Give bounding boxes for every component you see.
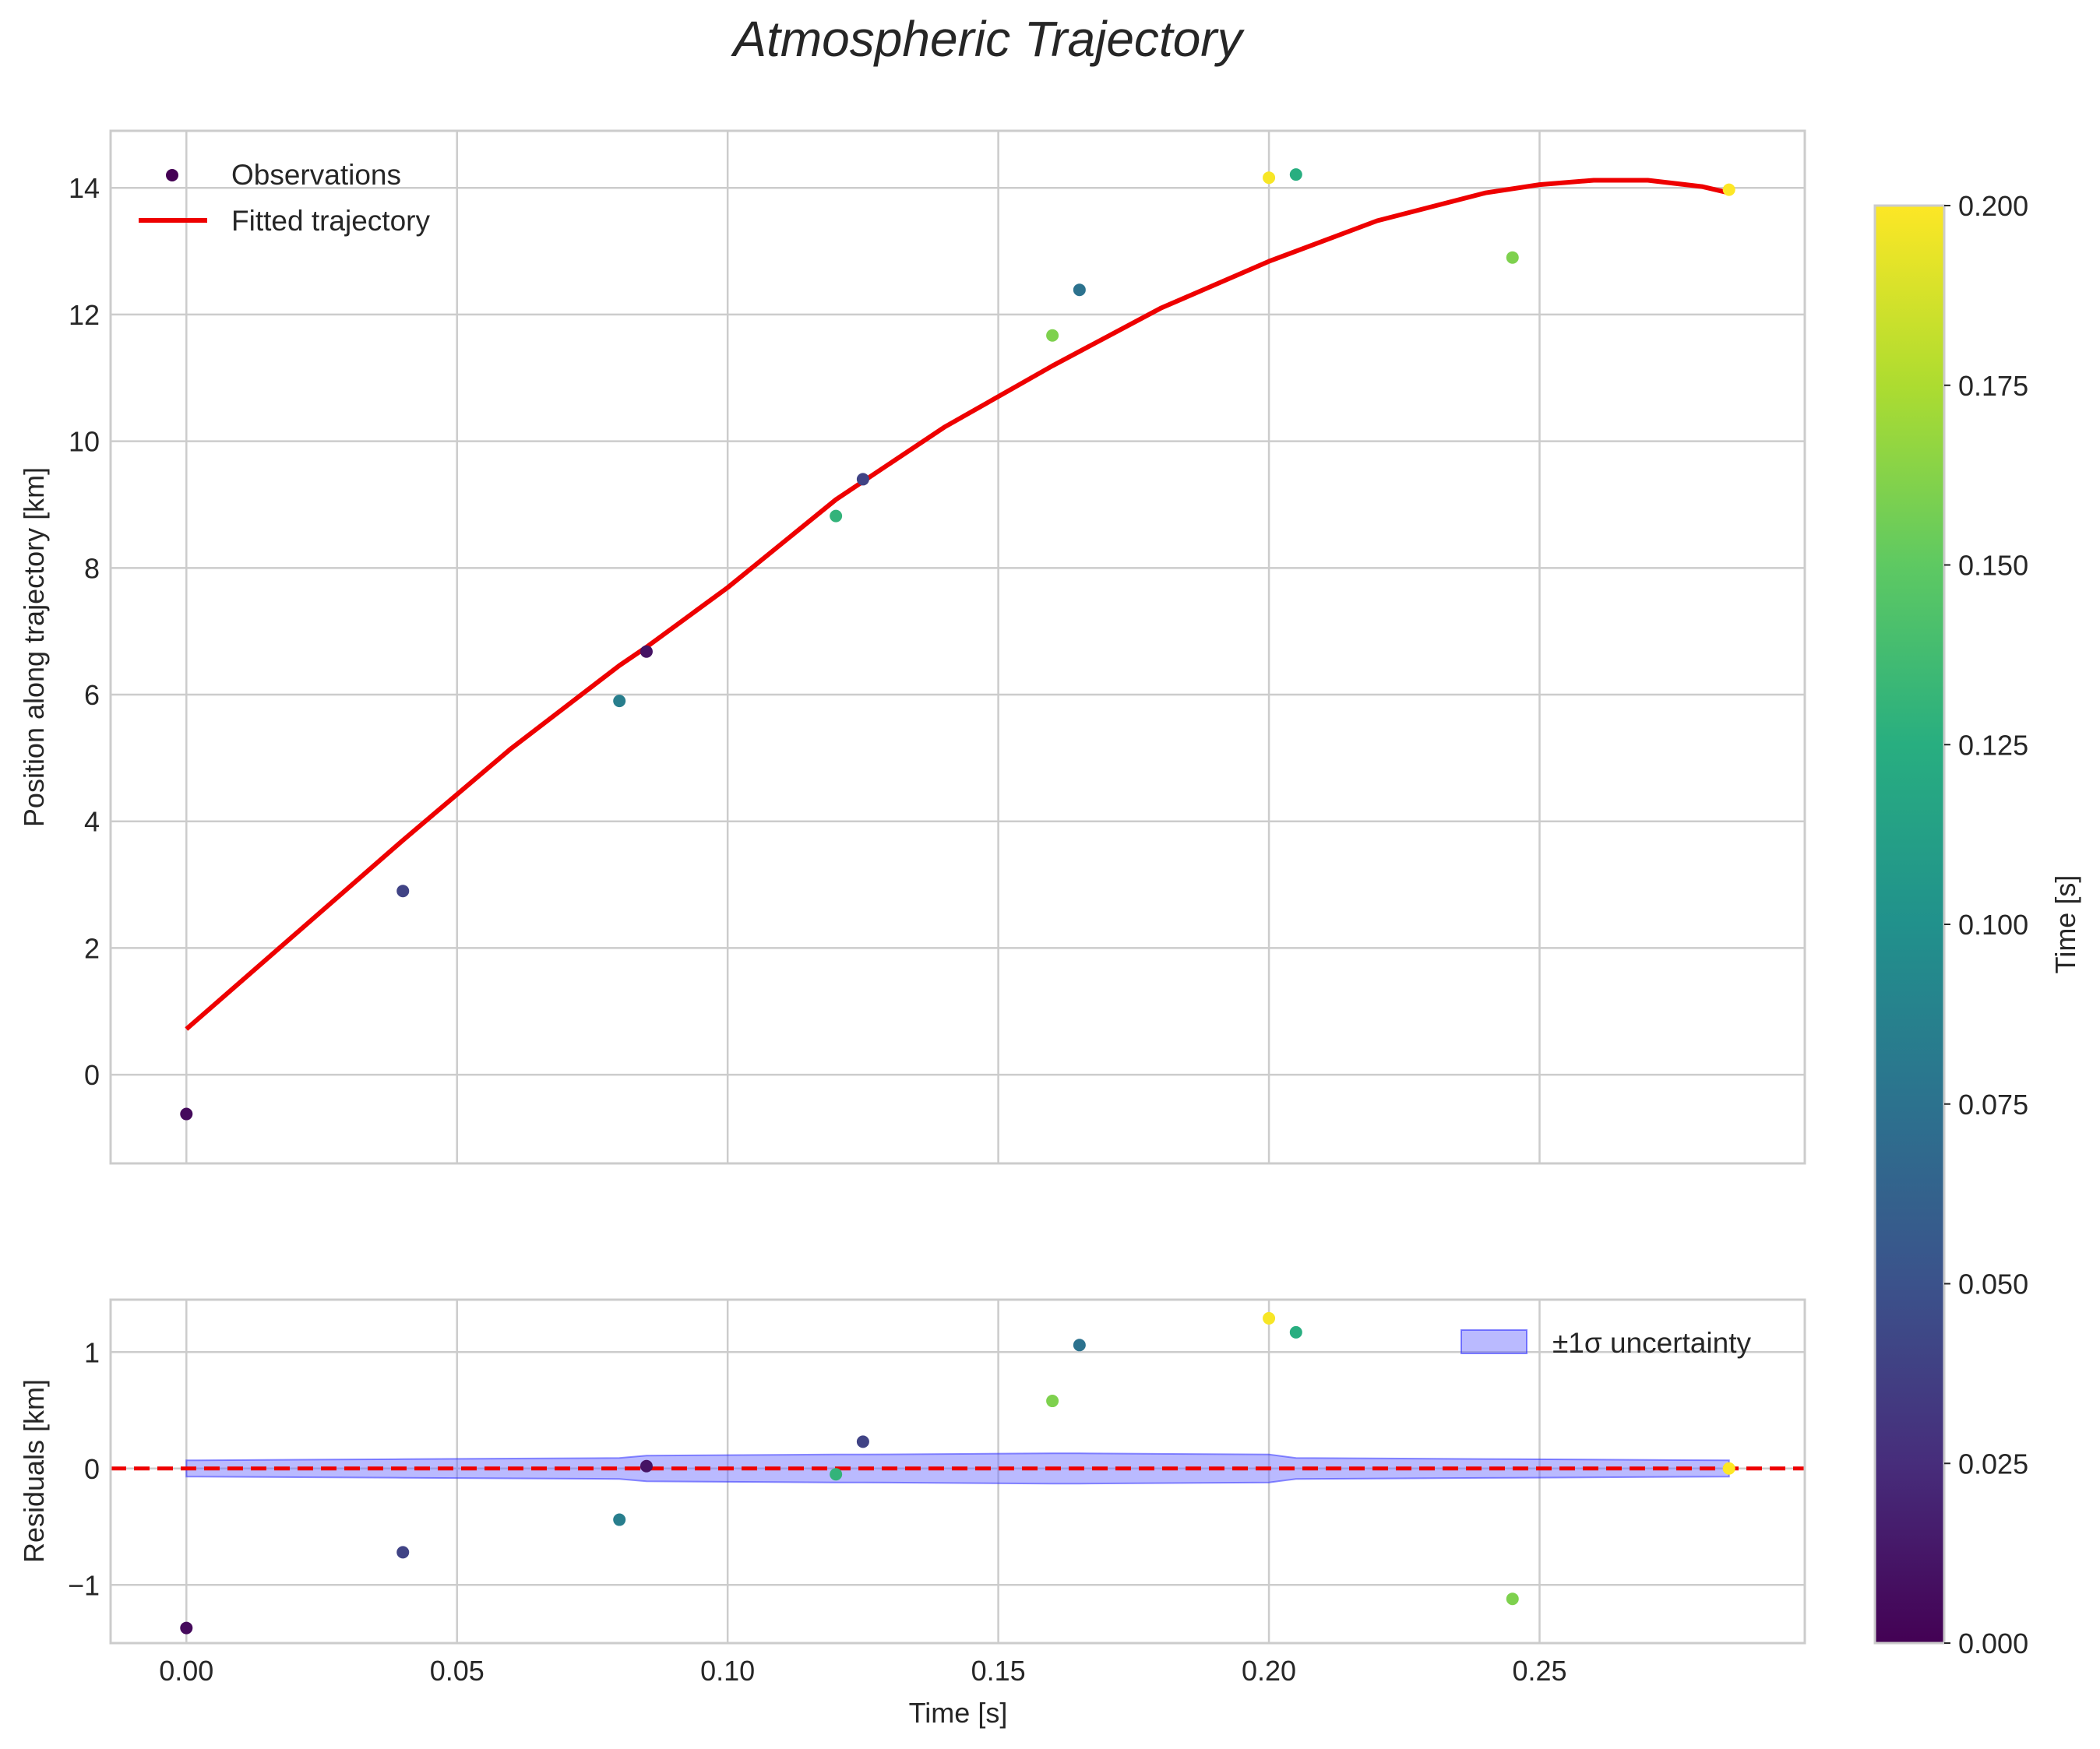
main-y-tick-5: 10	[69, 426, 100, 458]
residuals-x-tick-labels: 0.00 0.05 0.10 0.15 0.20 0.25	[159, 1655, 1566, 1687]
legend-observations-label: Observations	[231, 159, 401, 191]
main-y-tick-6: 12	[69, 299, 100, 331]
x-tick-0: 0.00	[159, 1655, 213, 1687]
colorbar-tick-3: 0.075	[1958, 1089, 2028, 1121]
colorbar-tick-4: 0.100	[1958, 909, 2028, 941]
res-y-tick-1: 0	[84, 1453, 100, 1485]
observation-point-0	[180, 1107, 193, 1121]
residual-point-0	[180, 1621, 193, 1635]
x-tick-3: 0.15	[971, 1655, 1026, 1687]
observation-point-6	[1046, 329, 1059, 342]
res-y-tick-0: −1	[68, 1569, 100, 1601]
colorbar-tick-1: 0.025	[1958, 1448, 2028, 1480]
residuals-legend: ±1σ uncertainty	[1460, 1327, 1751, 1359]
legend-uncertainty-label: ±1σ uncertainty	[1552, 1327, 1751, 1359]
main-data	[180, 168, 1735, 1121]
res-y-tick-2: 1	[84, 1336, 100, 1368]
main-y-tick-1: 2	[84, 932, 100, 964]
main-legend: Observations Fitted trajectory	[139, 159, 430, 237]
legend-observations-marker	[166, 169, 178, 181]
observation-point-3	[640, 645, 653, 658]
main-y-tick-3: 6	[84, 679, 100, 711]
residuals-panel: −1 0 1 0.00 0.05 0.10 0.15 0.20 0.25 Residuals …	[18, 1298, 1806, 1729]
residuals-y-axis-label: Residuals [km]	[18, 1379, 50, 1563]
residual-point-8	[1263, 1311, 1276, 1325]
main-axes-frame	[109, 129, 1806, 1165]
observation-point-1	[396, 885, 410, 898]
residual-point-2	[613, 1513, 626, 1526]
main-grid	[111, 131, 1805, 1163]
x-axis-label: Time [s]	[909, 1697, 1008, 1729]
main-y-tick-4: 8	[84, 552, 100, 584]
main-panel: 0 2 4 6 8 10 12 14 Position along trajectory [k…	[18, 129, 1806, 1165]
observation-point-5	[856, 473, 869, 486]
residual-point-6	[1046, 1395, 1059, 1408]
colorbar-ticks: 0.000 0.025 0.050 0.075 0.100 0.125 0.150 0.175…	[1944, 190, 2028, 1659]
colorbar-tick-7: 0.175	[1958, 370, 2028, 402]
x-tick-5: 0.25	[1512, 1655, 1566, 1687]
main-y-tick-7: 14	[69, 172, 100, 204]
chart-title: Atmospheric Trajectory	[730, 11, 1245, 67]
residual-point-10	[1506, 1592, 1519, 1606]
residual-point-4	[830, 1468, 843, 1481]
x-tick-2: 0.10	[700, 1655, 755, 1687]
observation-point-7	[1073, 283, 1086, 297]
observation-point-8	[1263, 171, 1276, 185]
legend-uncertainty-swatch	[1460, 1329, 1527, 1354]
residuals-axes-frame	[109, 1298, 1806, 1645]
residual-point-5	[856, 1435, 869, 1448]
residual-point-11	[1722, 1462, 1735, 1475]
observation-point-2	[613, 695, 626, 708]
x-tick-1: 0.05	[430, 1655, 484, 1687]
main-y-tick-0: 0	[84, 1059, 100, 1091]
residual-point-7	[1073, 1339, 1086, 1352]
colorbar-gradient	[1873, 204, 1946, 1645]
fitted-trajectory-line	[185, 178, 1730, 1031]
main-y-tick-labels: 0 2 4 6 8 10 12 14	[69, 172, 100, 1091]
main-y-tick-2: 4	[84, 806, 100, 838]
x-tick-4: 0.20	[1242, 1655, 1296, 1687]
residuals-data	[111, 1311, 1805, 1635]
colorbar-label: Time [s]	[2049, 875, 2081, 974]
colorbar-tick-2: 0.050	[1958, 1269, 2028, 1300]
colorbar-tick-0: 0.000	[1958, 1628, 2028, 1659]
observation-point-9	[1289, 168, 1302, 181]
colorbar-tick-6: 0.150	[1958, 550, 2028, 582]
colorbar: 0.000 0.025 0.050 0.075 0.100 0.125 0.150 0.175…	[1873, 190, 2081, 1659]
colorbar-tick-8: 0.200	[1958, 190, 2028, 222]
main-y-axis-label: Position along trajectory [km]	[18, 467, 50, 827]
residuals-y-tick-labels: −1 0 1	[68, 1336, 100, 1601]
residual-point-9	[1289, 1325, 1302, 1339]
observation-point-11	[1722, 183, 1735, 196]
residual-point-1	[396, 1546, 410, 1559]
residual-point-3	[640, 1459, 653, 1473]
legend-fitted-label: Fitted trajectory	[231, 205, 430, 237]
observation-point-10	[1506, 251, 1519, 264]
observation-point-4	[830, 509, 843, 523]
colorbar-tick-5: 0.125	[1958, 729, 2028, 761]
